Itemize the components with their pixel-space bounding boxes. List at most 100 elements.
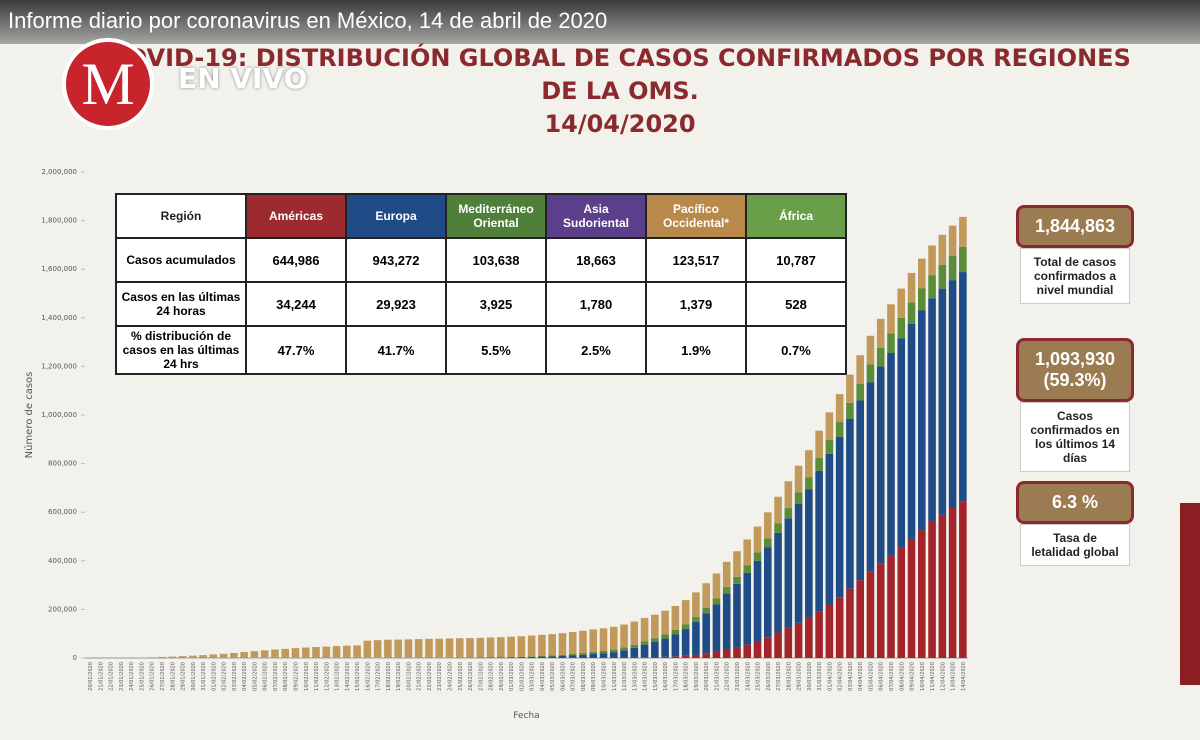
bar-segment <box>517 636 526 657</box>
table-cell: 943,272 <box>345 237 447 283</box>
chart-title: COVID-19: DISTRIBUCIÓN GLOBAL DE CASOS C… <box>40 42 1200 141</box>
bar-segment <box>609 626 618 650</box>
bar-segment <box>661 634 669 639</box>
table-cell: 5.5% <box>445 325 547 375</box>
x-tick-label: 08/02/2020 <box>283 662 289 691</box>
bar-segment <box>363 640 372 658</box>
bar-segment <box>568 632 577 655</box>
x-tick-label: 22/01/2020 <box>109 662 115 691</box>
bar-segment <box>260 650 269 658</box>
bar-segment <box>661 610 669 635</box>
x-tick-label: 25/02/2020 <box>458 662 464 691</box>
bar-segment <box>897 547 906 658</box>
bar-segment <box>846 588 854 658</box>
bar-segment <box>147 657 156 658</box>
bar-segment <box>722 649 731 658</box>
bar-segment <box>322 646 331 658</box>
bar-segment <box>538 655 546 657</box>
x-tick-label: 20/02/2020 <box>406 662 412 691</box>
bar-segment <box>815 470 823 612</box>
bar-segment <box>230 652 238 658</box>
bar-segment <box>959 272 967 502</box>
x-tick-label: 21/03/2020 <box>714 662 720 691</box>
bar-segment <box>753 640 762 658</box>
bar-segment <box>651 638 659 642</box>
table-cell: 29,923 <box>345 281 447 327</box>
bar-segment <box>876 563 885 658</box>
x-tick-label: 24/01/2020 <box>129 662 135 691</box>
bar-segment <box>835 394 844 423</box>
table-cell: 0.7% <box>745 325 847 375</box>
stat-number: (59.3%) <box>1043 370 1107 390</box>
table-row: Casos en las últimas 24 horas 34,244 29,92… <box>115 281 847 327</box>
bar-segment <box>568 654 577 656</box>
x-tick-label: 26/01/2020 <box>150 662 156 691</box>
x-tick-label: 03/04/2020 <box>848 662 854 691</box>
bar-segment <box>866 335 875 365</box>
headline: Informe diario por coronavirus en México… <box>8 8 608 33</box>
bar-segment <box>692 592 700 617</box>
stat-box: 1,844,863 Total de casos confirmados a ni… <box>1016 205 1134 304</box>
table-row: Casos acumulados 644,986 943,272 103,638 18,… <box>115 237 847 283</box>
x-tick-label: 29/03/2020 <box>797 662 803 691</box>
x-tick-label: 19/03/2020 <box>694 662 700 691</box>
bar-segment <box>384 639 392 658</box>
x-tick-label: 21/02/2020 <box>417 662 423 691</box>
bar-segment <box>928 298 936 522</box>
x-tick-label: 08/03/2020 <box>581 662 587 691</box>
x-axis-label: Fecha <box>513 711 539 721</box>
bar-segment <box>640 617 649 642</box>
bar-segment <box>558 654 567 656</box>
bar-segment <box>784 481 793 508</box>
bar-segment <box>445 638 454 658</box>
bar-segment <box>866 382 875 572</box>
x-tick-label: 10/02/2020 <box>304 662 310 691</box>
y-tick-label: 200,000 <box>48 605 77 613</box>
bar-segment <box>794 492 803 504</box>
x-tick-label: 27/02/2020 <box>478 662 484 691</box>
bar-segment <box>507 657 515 658</box>
stat-number: 1,093,930 <box>1034 349 1116 369</box>
table-cell: 123,517 <box>645 237 747 283</box>
bar-segment <box>640 657 649 658</box>
bar-segment <box>866 364 875 383</box>
bar-segment <box>887 555 895 658</box>
x-tick-label: 29/02/2020 <box>499 662 505 691</box>
logo: M <box>62 38 154 130</box>
x-tick-label: 10/04/2020 <box>920 662 926 691</box>
x-tick-label: 25/01/2020 <box>139 662 145 691</box>
bar-segment <box>825 604 834 658</box>
bar-segment <box>527 656 536 658</box>
bar-segment <box>722 587 731 594</box>
bar-segment <box>589 651 598 654</box>
bar-segment <box>917 310 926 531</box>
x-tick-label: 22/02/2020 <box>427 662 433 691</box>
bar-segment <box>486 637 495 658</box>
bar-segment <box>271 649 279 658</box>
x-tick-label: 26/03/2020 <box>766 662 772 691</box>
x-tick-label: 12/02/2020 <box>324 662 330 691</box>
bar-segment <box>507 636 515 658</box>
table-cell: 47.7% <box>245 325 347 375</box>
top-bar: Informe diario por coronavirus en México… <box>0 0 1200 44</box>
bar-segment <box>712 651 721 658</box>
bar-segment <box>681 600 690 625</box>
subtitle: 14/04/2020 <box>544 110 696 138</box>
x-tick-label: 04/02/2020 <box>242 662 248 691</box>
y-axis-label: Número de casos <box>23 372 35 459</box>
bar-segment <box>702 653 710 658</box>
x-tick-label: 02/04/2020 <box>838 662 844 691</box>
bar-segment <box>671 656 680 658</box>
bar-segment <box>928 245 936 276</box>
x-tick-label: 02/02/2020 <box>222 662 228 691</box>
bar-segment <box>733 647 741 658</box>
bar-segment <box>568 655 577 658</box>
bar-segment <box>630 647 639 658</box>
bar-segment <box>743 539 752 566</box>
bar-segment <box>599 650 608 654</box>
y-tick-label: 1,600,000 <box>41 265 77 273</box>
x-tick-label: 01/04/2020 <box>827 662 833 691</box>
bar-segment <box>938 514 947 658</box>
bar-segment <box>805 450 813 478</box>
x-tick-label: 14/03/2020 <box>643 662 649 691</box>
